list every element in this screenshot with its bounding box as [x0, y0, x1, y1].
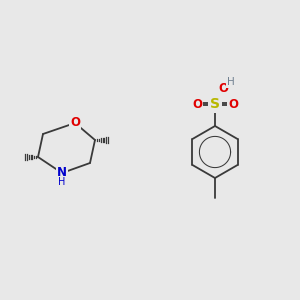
Text: O: O — [228, 98, 238, 110]
Text: N: N — [57, 166, 67, 178]
Text: O: O — [70, 116, 80, 130]
Text: O: O — [218, 82, 228, 94]
Text: O: O — [192, 98, 202, 110]
Text: H: H — [227, 77, 235, 87]
Text: S: S — [210, 97, 220, 111]
Text: H: H — [58, 177, 66, 187]
